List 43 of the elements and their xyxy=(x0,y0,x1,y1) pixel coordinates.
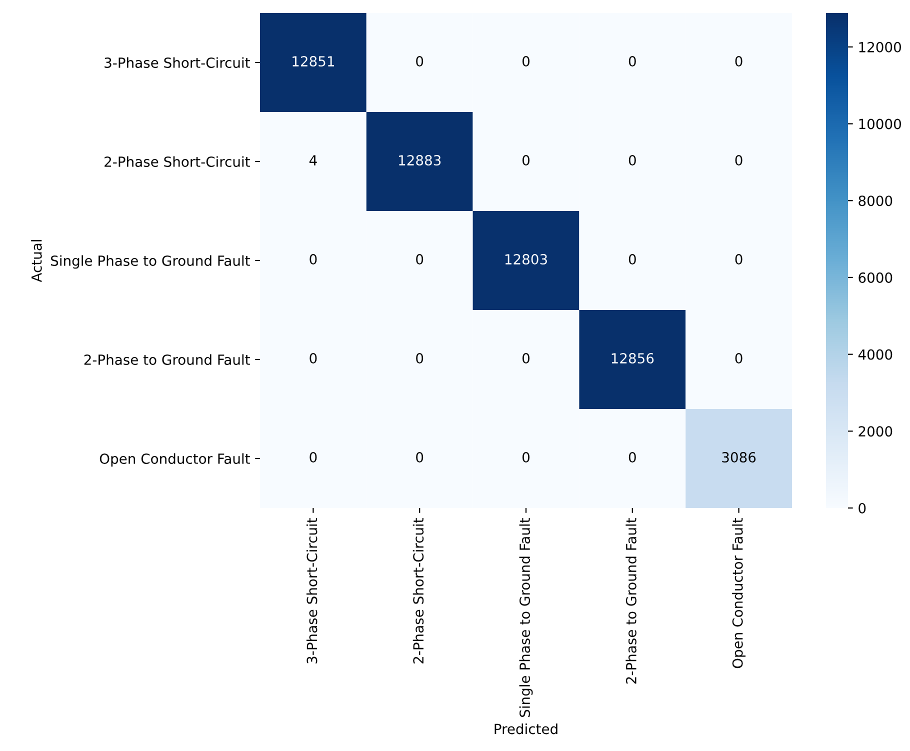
y-tick-label: 2-Phase Short-Circuit xyxy=(104,156,250,167)
data-label: 0 xyxy=(628,155,636,166)
x-tick-label: Single Phase to Ground Fault xyxy=(519,518,533,717)
color-bar-label: 8000 xyxy=(858,196,892,206)
data-label: 0 xyxy=(416,56,424,67)
data-label: 0 xyxy=(735,254,742,265)
data-label: 0 xyxy=(416,353,424,364)
x-tick-label: 2-Phase to Ground Fault xyxy=(626,518,636,684)
data-label: 0 xyxy=(522,155,530,166)
y-axis-title: Actual xyxy=(31,240,42,282)
data-label: 0 xyxy=(310,353,317,364)
data-label: 0 xyxy=(735,56,742,67)
data-label: 12883 xyxy=(399,155,441,166)
x-tick-label: Open Conductor Fault xyxy=(732,518,746,668)
data-label: 0 xyxy=(628,452,636,463)
color-bar-label: 12000 xyxy=(859,42,901,52)
data-label: 0 xyxy=(416,452,424,463)
data-label: 0 xyxy=(310,452,317,463)
data-label: 0 xyxy=(522,56,530,67)
data-label: 12803 xyxy=(505,254,547,265)
data-label: 0 xyxy=(735,155,742,166)
data-label: 3086 xyxy=(722,452,756,463)
color-bar-label: 2000 xyxy=(858,426,892,437)
data-label: 0 xyxy=(310,254,317,265)
color-bar-label: 4000 xyxy=(858,349,892,360)
y-tick-label: Open Conductor Fault xyxy=(100,453,250,467)
data-label: 12851 xyxy=(292,56,334,67)
data-label: 0 xyxy=(522,452,530,463)
x-tick-label: 2-Phase Short-Circuit xyxy=(412,518,424,664)
color-bar-label: 6000 xyxy=(858,272,892,283)
x-axis-title: Predicted xyxy=(494,723,558,734)
y-tick-label: 2-Phase to Ground Fault xyxy=(84,354,250,365)
color-bar-label: 0 xyxy=(858,502,866,514)
data-label: 0 xyxy=(628,56,636,67)
y-tick-label: 3-Phase Short-Circuit xyxy=(104,57,250,68)
data-label: 0 xyxy=(735,353,742,364)
data-label: 12856 xyxy=(612,353,654,364)
data-label: 0 xyxy=(522,353,530,364)
y-tick-label: Single Phase to Ground Fault xyxy=(51,255,250,269)
data-label: 0 xyxy=(416,254,424,265)
data-label: 4 xyxy=(309,155,317,166)
color-bar-label: 10000 xyxy=(859,118,901,130)
data-label: 0 xyxy=(628,254,636,265)
